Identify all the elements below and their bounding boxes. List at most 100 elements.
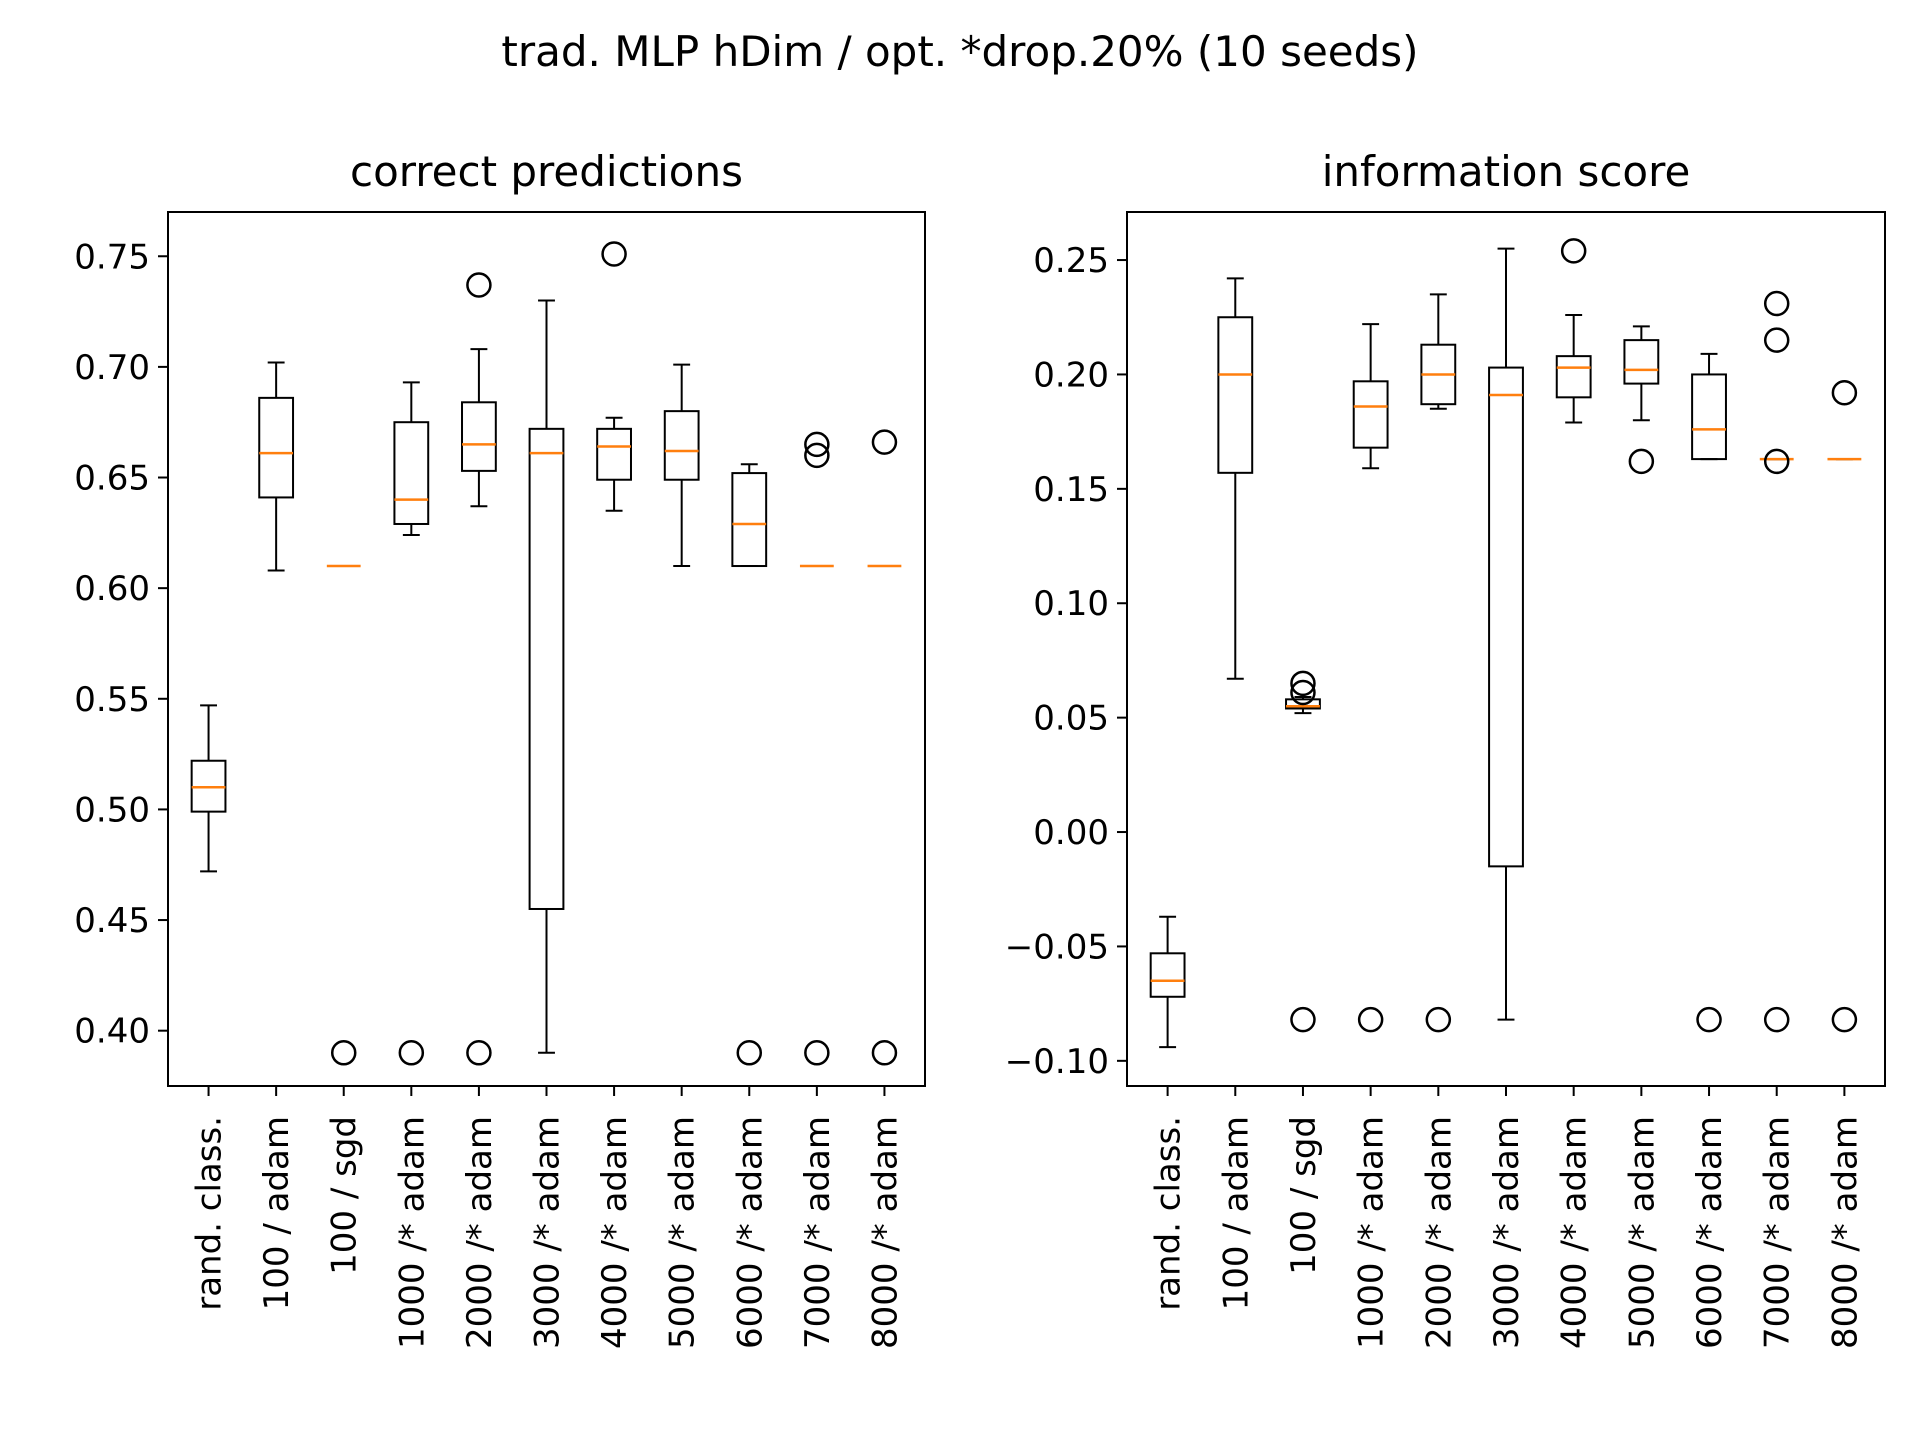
y-tick-label: 0.45 bbox=[74, 901, 150, 941]
y-tick-label: 0.25 bbox=[1033, 241, 1109, 281]
box-iqr bbox=[596, 427, 632, 481]
y-tick-label: 0.60 bbox=[74, 569, 150, 609]
y-tick-label: 0.65 bbox=[74, 459, 150, 499]
box-6 bbox=[1555, 238, 1592, 424]
box-5 bbox=[1488, 247, 1524, 1021]
outlier-point bbox=[601, 241, 627, 267]
box-4 bbox=[461, 272, 497, 1066]
outlier-point bbox=[398, 1040, 425, 1066]
y-tick-label: −0.05 bbox=[1005, 927, 1109, 967]
subplot-title: information score bbox=[1322, 147, 1691, 196]
outlier-point bbox=[1628, 448, 1655, 475]
category-label: 100 / adam bbox=[1216, 1116, 1256, 1310]
subplot-information-score: information score −0.10 −0.05 0.00 0.05 0.10 0… bbox=[1005, 147, 1886, 1349]
outlier-point bbox=[1763, 448, 1790, 475]
y-tick-label: 0.75 bbox=[74, 237, 150, 277]
category-label: 100 / sgd bbox=[325, 1116, 365, 1275]
category-label: rand. class. bbox=[1149, 1116, 1189, 1311]
box-7 bbox=[1623, 325, 1660, 475]
category-label: 100 / adam bbox=[257, 1116, 297, 1310]
box-0 bbox=[1149, 915, 1186, 1049]
box-iqr bbox=[1691, 373, 1727, 461]
box-0 bbox=[190, 704, 227, 873]
box-iqr bbox=[1149, 952, 1186, 998]
category-label: rand. class. bbox=[190, 1116, 230, 1311]
box-10 bbox=[867, 429, 902, 1066]
y-tick-label: 0.70 bbox=[74, 348, 150, 388]
outlier-point bbox=[1290, 1006, 1316, 1033]
category-label: 6000 /* adam bbox=[1690, 1116, 1730, 1349]
outlier-point bbox=[804, 431, 830, 458]
outlier-point bbox=[1763, 1006, 1790, 1033]
category-label: 2000 /* adam bbox=[1419, 1116, 1459, 1349]
box-iqr bbox=[528, 427, 565, 910]
y-tick-label: 0.05 bbox=[1033, 699, 1109, 739]
box-iqr bbox=[1623, 339, 1660, 385]
y-tick-label: −0.10 bbox=[1005, 1042, 1109, 1082]
box-7 bbox=[663, 363, 700, 568]
outlier-point bbox=[1290, 679, 1316, 706]
category-label: 4000 /* adam bbox=[595, 1116, 635, 1349]
box-10 bbox=[1827, 379, 1862, 1033]
box-iqr bbox=[1555, 355, 1592, 399]
y-tick-label: 0.15 bbox=[1033, 470, 1109, 510]
outlier-point bbox=[1763, 327, 1790, 353]
outlier-point bbox=[1357, 1006, 1384, 1033]
category-label: 7000 /* adam bbox=[798, 1116, 838, 1349]
outlier-point bbox=[1831, 379, 1858, 406]
axes-frame bbox=[1126, 211, 1886, 1087]
outlier-point bbox=[1425, 1006, 1452, 1033]
category-label: 8000 /* adam bbox=[865, 1116, 905, 1349]
outlier-point bbox=[1831, 1006, 1858, 1033]
box-9 bbox=[1759, 290, 1794, 1033]
y-tick-label: 0.00 bbox=[1033, 813, 1109, 853]
box-6 bbox=[596, 241, 632, 512]
category-label: 1000 /* adam bbox=[1352, 1116, 1392, 1349]
outlier-point bbox=[1763, 290, 1790, 317]
box-iqr bbox=[1352, 380, 1389, 449]
category-label: 6000 /* adam bbox=[730, 1116, 770, 1349]
category-label: 1000 /* adam bbox=[392, 1116, 432, 1349]
box-iqr bbox=[393, 421, 430, 525]
y-tick-label: 0.55 bbox=[74, 680, 150, 720]
box-iqr bbox=[258, 396, 295, 499]
box-4 bbox=[1420, 293, 1457, 1033]
box-iqr bbox=[461, 401, 497, 472]
y-tick-label: 0.50 bbox=[74, 790, 150, 830]
category-label: 5000 /* adam bbox=[663, 1116, 703, 1349]
box-iqr bbox=[663, 410, 700, 481]
box-3 bbox=[393, 381, 430, 1066]
outlier-point bbox=[466, 272, 492, 298]
figure-title: trad. MLP hDim / opt. *drop.20% (10 seed… bbox=[501, 27, 1418, 76]
box-8 bbox=[731, 463, 768, 1066]
y-tick-label: 0.40 bbox=[74, 1012, 150, 1052]
subplot-title: correct predictions bbox=[350, 147, 743, 196]
box-iqr bbox=[731, 472, 768, 568]
subplot-correct-predictions: correct predictions 0.40 0.45 0.50 0.55 0.60 0… bbox=[74, 147, 926, 1349]
category-label: 8000 /* adam bbox=[1825, 1116, 1865, 1349]
outlier-point bbox=[1696, 1006, 1722, 1033]
category-label: 100 / sgd bbox=[1284, 1116, 1324, 1275]
outlier-point bbox=[466, 1040, 492, 1066]
outlier-point bbox=[804, 442, 830, 469]
category-label: 7000 /* adam bbox=[1758, 1116, 1798, 1349]
box-iqr bbox=[1217, 316, 1254, 474]
box-1 bbox=[1217, 277, 1254, 680]
category-label: 4000 /* adam bbox=[1555, 1116, 1595, 1349]
outlier-point bbox=[1290, 670, 1316, 697]
y-tick-label: 0.20 bbox=[1033, 355, 1109, 395]
box-1 bbox=[258, 361, 295, 572]
box-8 bbox=[1691, 352, 1727, 1033]
box-5 bbox=[528, 299, 565, 1054]
box-2 bbox=[1285, 670, 1321, 1033]
category-label: 2000 /* adam bbox=[460, 1116, 500, 1349]
outlier-point bbox=[330, 1040, 357, 1066]
box-iqr bbox=[1285, 698, 1321, 710]
y-tick-label: 0.10 bbox=[1033, 584, 1109, 624]
box-iqr bbox=[1488, 366, 1524, 868]
outlier-point bbox=[804, 1040, 830, 1066]
category-label: 3000 /* adam bbox=[528, 1116, 568, 1349]
outlier-point bbox=[1560, 238, 1587, 264]
